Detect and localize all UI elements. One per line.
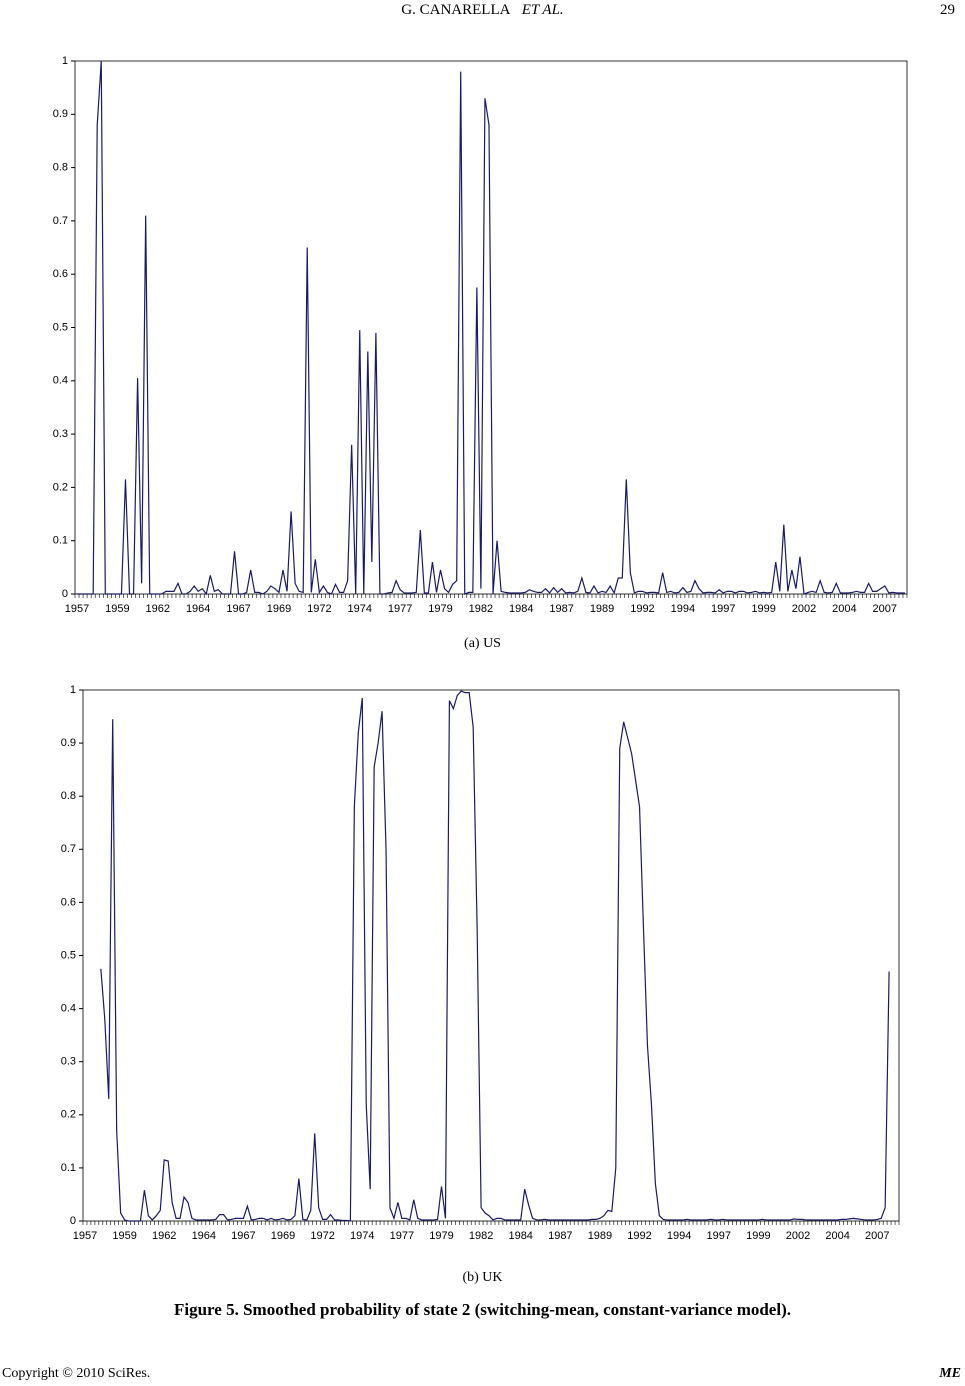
x-tick-label: 1997 (707, 1230, 731, 1242)
y-tick-label: 0.9 (53, 108, 68, 120)
page-number: 29 (940, 2, 955, 18)
x-tick-label: 1977 (390, 1230, 414, 1242)
x-tick-label: 1972 (307, 603, 331, 615)
y-tick-label: 1 (62, 55, 68, 67)
x-tick-label: 1994 (671, 603, 695, 615)
y-tick-label: 0 (62, 588, 68, 600)
x-tick-label: 1959 (105, 603, 129, 615)
y-tick-label: 0.2 (61, 1109, 76, 1121)
x-tick-label: 1969 (271, 1230, 295, 1242)
journal: ME (939, 1366, 961, 1381)
y-tick-label: 0.7 (53, 215, 68, 227)
x-tick-label: 1992 (630, 603, 654, 615)
x-tick-label: 1992 (627, 1230, 651, 1242)
subfigure-caption: (b) UK (462, 1270, 503, 1285)
x-tick-label: 1972 (310, 1230, 334, 1242)
x-tick-label: 1964 (192, 1230, 216, 1242)
author: G. CANARELLA (401, 2, 511, 18)
x-tick-label: 1987 (548, 1230, 572, 1242)
subfigure-caption: (a) US (464, 636, 501, 651)
y-tick-label: 0.8 (61, 790, 76, 802)
x-tick-label: 1967 (226, 603, 250, 615)
x-tick-label: 1984 (508, 1230, 532, 1242)
y-tick-label: 0.4 (61, 1003, 76, 1015)
x-tick-label: 2002 (786, 1230, 810, 1242)
x-tick-label: 1957 (65, 603, 89, 615)
x-tick-label: 1962 (146, 603, 170, 615)
charts: 0 0.1 0.2 0.3 0.4 0.5 0.6 0.7 0.8 0.9 1 1957 1959 196… (53, 55, 908, 1242)
x-tick-label: 1982 (469, 603, 493, 615)
x-tick-label: 1997 (711, 603, 735, 615)
x-tick-label: 1957 (73, 1230, 97, 1242)
y-tick-label: 0.6 (61, 896, 76, 908)
y-tick-label: 0.3 (53, 428, 68, 440)
x-tick-label: 1979 (429, 1230, 453, 1242)
y-tick-label: 0.1 (53, 535, 68, 547)
x-tick-label: 1979 (428, 603, 452, 615)
y-tick-label: 0.5 (61, 949, 76, 961)
x-tick-label: 1974 (350, 1230, 374, 1242)
y-tick-label: 0.3 (61, 1056, 76, 1068)
data-line (77, 60, 905, 596)
x-tick-label: 1999 (746, 1230, 770, 1242)
y-tick-label: 0 (70, 1215, 76, 1227)
x-tick-label: 2007 (865, 1230, 889, 1242)
data-line (100, 690, 890, 1222)
y-tick-label: 0.4 (53, 375, 68, 387)
y-tick-label: 0.8 (53, 162, 68, 174)
x-tick-label: 1969 (267, 603, 291, 615)
x-tick-label: 1999 (751, 603, 775, 615)
y-tick-label: 0.1 (61, 1162, 76, 1174)
et-al: ET AL. (521, 2, 564, 18)
x-tick-label: 1989 (590, 603, 614, 615)
x-tick-label: 1989 (588, 1230, 612, 1242)
y-tick-label: 0.5 (53, 321, 68, 333)
y-tick-label: 0.9 (61, 737, 76, 749)
x-tick-label: 1962 (152, 1230, 176, 1242)
x-tick-label: 1987 (549, 603, 573, 615)
plot-frame (82, 689, 900, 1222)
copyright: Copyright © 2010 SciRes. (2, 1366, 151, 1381)
x-tick-label: 2007 (873, 603, 897, 615)
x-tick-label: 2004 (832, 603, 856, 615)
x-tick-label: 1982 (469, 1230, 493, 1242)
x-tick-label: 1977 (388, 603, 412, 615)
y-tick-label: 0.6 (53, 268, 68, 280)
x-tick-label: 1974 (347, 603, 371, 615)
figure-caption: Figure 5. Smoothed probability of state … (173, 1300, 791, 1319)
x-tick-label: 1959 (112, 1230, 136, 1242)
x-tick-label: 1984 (509, 603, 533, 615)
x-tick-label: 1964 (186, 603, 210, 615)
running-header: G. CANARELLA ET AL. (0, 2, 965, 19)
y-tick-label: 0.2 (53, 481, 68, 493)
x-tick-label: 2004 (825, 1230, 849, 1242)
x-tick-label: 1994 (667, 1230, 691, 1242)
y-tick-label: 1 (70, 684, 76, 696)
x-tick-label: 2002 (792, 603, 816, 615)
x-tick-label: 1967 (231, 1230, 255, 1242)
y-tick-label: 0.7 (61, 843, 76, 855)
